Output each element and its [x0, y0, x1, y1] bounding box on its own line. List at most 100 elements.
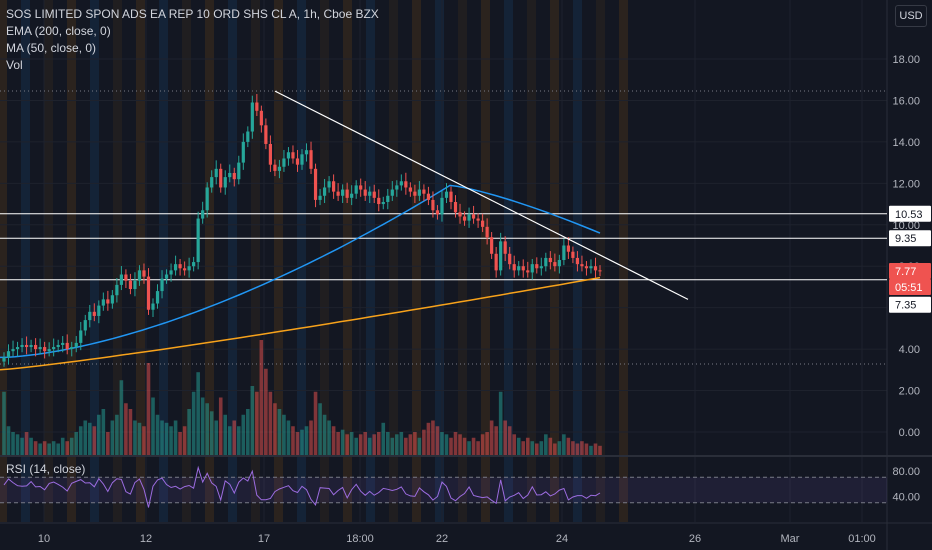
candle-body	[521, 266, 525, 271]
candle	[24, 336, 29, 355]
candle-body	[259, 110, 263, 126]
volume-bar	[65, 441, 70, 455]
candle-body	[219, 168, 223, 188]
volume-bar	[485, 432, 489, 455]
candle-body	[15, 347, 20, 350]
candle	[70, 341, 74, 357]
candle	[201, 201, 205, 224]
candle	[15, 341, 20, 357]
candle	[368, 186, 372, 204]
candle-body	[282, 158, 286, 167]
candle-body	[309, 150, 313, 169]
candle	[526, 261, 530, 278]
symbol-title[interactable]: SOS LIMITED SPON ADS EA REP 10 ORD SHS C…	[6, 7, 379, 21]
candle-body	[223, 177, 227, 188]
candle-body	[336, 191, 340, 196]
currency-button[interactable]: USD	[895, 5, 927, 27]
volume-bar	[327, 420, 331, 455]
candle-body	[481, 220, 485, 227]
candle	[562, 238, 566, 266]
candle	[255, 94, 259, 116]
volume-bar	[580, 441, 584, 455]
candle-body	[183, 268, 187, 271]
volume-bar	[309, 420, 313, 455]
volume-bar	[291, 426, 295, 455]
candle-body	[386, 195, 390, 202]
candle-body	[426, 193, 431, 200]
volume-bar	[413, 432, 417, 455]
price-tick-label: 12.00	[892, 178, 920, 190]
candle-body	[264, 125, 268, 144]
current-price-label-text: 7.77	[895, 266, 916, 278]
candle-body	[526, 270, 530, 273]
volume-bar	[205, 403, 209, 455]
candle	[381, 196, 385, 210]
candle-body	[462, 216, 467, 221]
candle-body	[178, 264, 182, 269]
volume-bar	[376, 432, 381, 455]
candle-body	[237, 162, 241, 180]
candle	[273, 159, 277, 177]
candle-body	[232, 172, 236, 180]
candle	[399, 174, 403, 191]
candle	[192, 256, 196, 272]
candle-body	[476, 218, 480, 221]
volume-bar	[24, 432, 29, 455]
candle	[43, 341, 47, 359]
volume-bar	[553, 443, 557, 455]
volume-bar	[259, 340, 264, 455]
candle-body	[322, 187, 327, 196]
volume-bar	[494, 426, 498, 455]
volume-bar	[404, 437, 408, 455]
candle-body	[142, 270, 146, 277]
volume-bar	[119, 380, 124, 455]
candle-body	[20, 344, 24, 348]
candle	[88, 304, 92, 328]
candle	[309, 141, 313, 175]
candle	[268, 135, 272, 172]
session-band	[412, 0, 421, 522]
volume-bar	[313, 391, 318, 455]
candle	[490, 232, 494, 259]
candle	[517, 261, 521, 276]
candle-body	[295, 158, 300, 165]
candle	[47, 342, 51, 357]
volume-bar	[584, 443, 589, 455]
candle-body	[24, 344, 29, 348]
candle	[467, 207, 471, 228]
candle	[38, 338, 42, 355]
time-tick-label: 12	[140, 533, 152, 545]
candle	[471, 205, 476, 224]
candle-body	[503, 241, 507, 254]
candle	[128, 273, 133, 295]
volume-bar	[246, 409, 250, 455]
volume-bar	[38, 443, 42, 455]
candle	[223, 170, 227, 195]
volume-bar	[345, 434, 349, 455]
volume-bar	[440, 432, 444, 455]
level-label-7.35-text: 7.35	[895, 300, 916, 312]
volume-bar	[453, 432, 458, 455]
candle	[354, 180, 358, 199]
volume-bar	[462, 437, 467, 455]
candle-body	[250, 102, 254, 132]
ma-indicator-label[interactable]: MA (50, close, 0)	[6, 41, 97, 55]
candle	[571, 246, 575, 264]
volume-bar	[507, 426, 512, 455]
volume-bar	[426, 422, 431, 455]
ema-indicator-label[interactable]: EMA (200, close, 0)	[6, 24, 111, 38]
chart-legend: SOS LIMITED SPON ADS EA REP 10 ORD SHS C…	[6, 6, 379, 74]
volume-indicator-label[interactable]: Vol	[6, 58, 23, 72]
candle	[210, 170, 214, 193]
candle	[183, 261, 187, 276]
candle-body	[304, 150, 309, 155]
candle	[295, 149, 300, 172]
candle	[553, 253, 557, 272]
rsi-indicator-label[interactable]: RSI (14, close)	[6, 462, 86, 476]
volume-bar	[74, 432, 79, 455]
volume-bar	[42, 441, 47, 455]
candle-body	[350, 193, 354, 198]
session-band	[113, 0, 122, 522]
volume-bar	[182, 426, 187, 455]
